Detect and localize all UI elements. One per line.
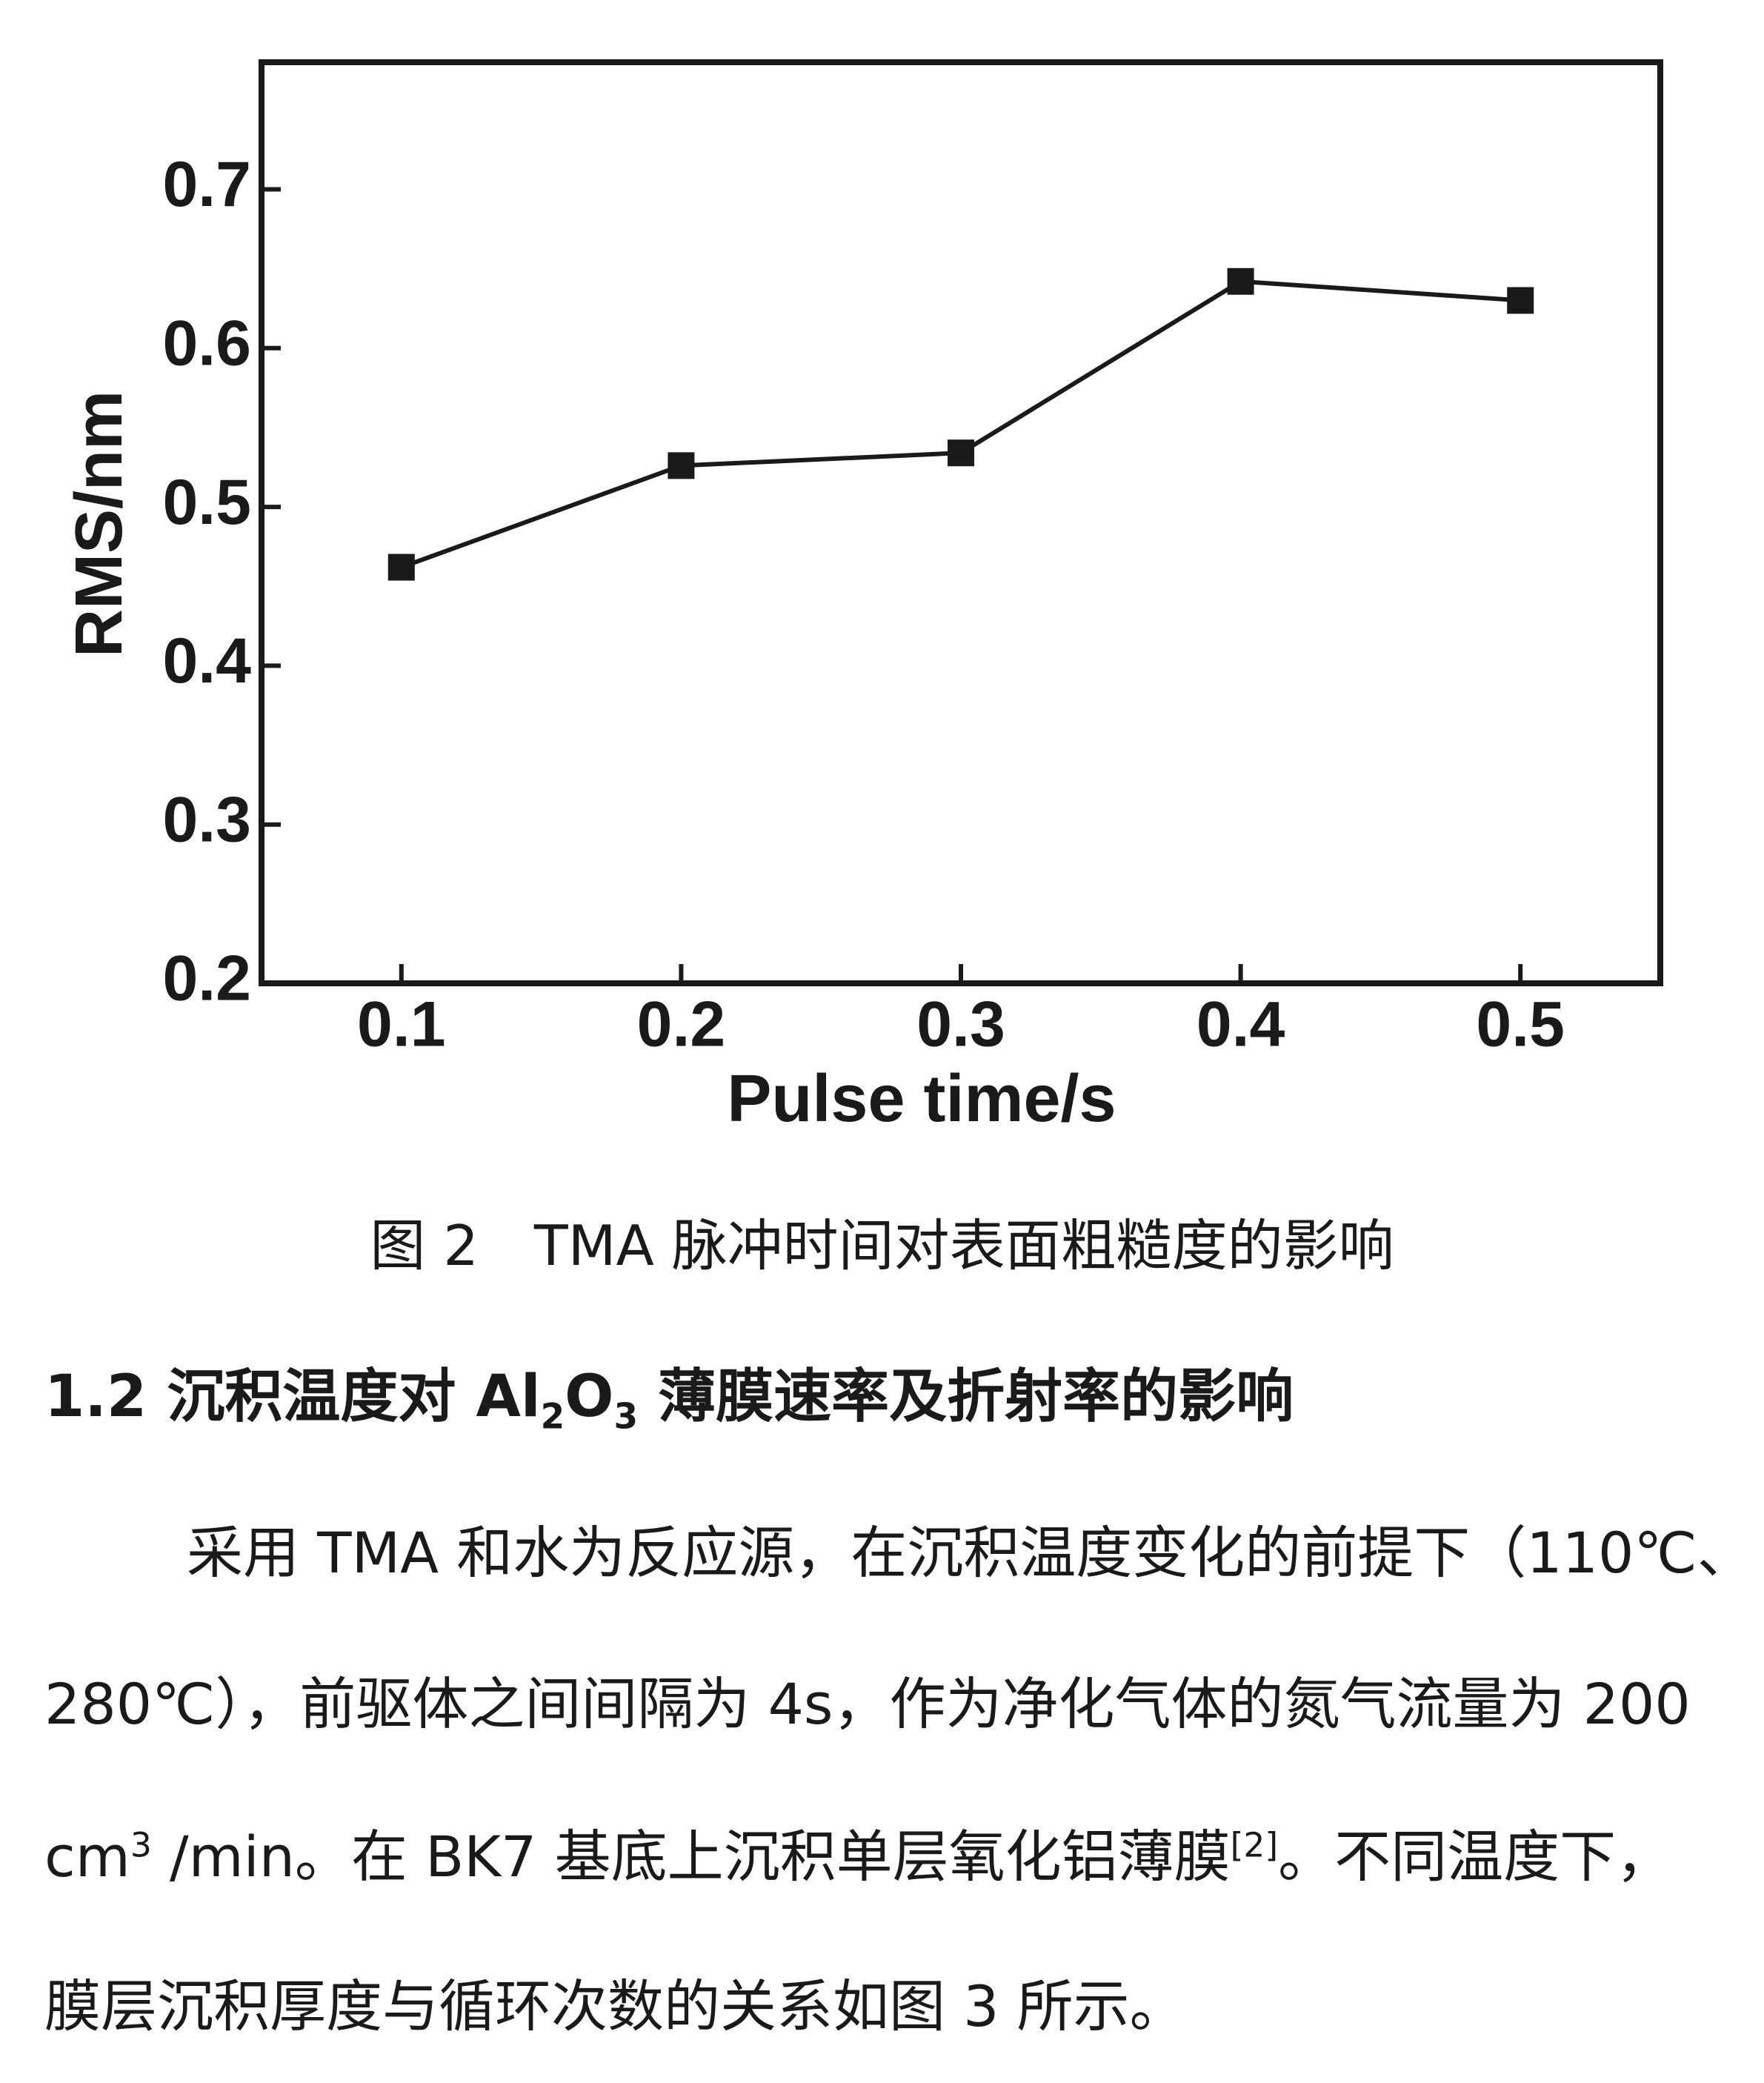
y-tick-label: 0.7 bbox=[162, 149, 251, 220]
heading-text: 1.2 沉积温度对 Al bbox=[44, 1363, 541, 1430]
section-heading: 1.2 沉积温度对 Al2O3 薄膜速率及折射率的影响 bbox=[44, 1350, 1294, 1438]
marker bbox=[387, 554, 415, 581]
x-tick-label: 0.1 bbox=[357, 989, 446, 1060]
y-tick-label: 0.3 bbox=[162, 784, 251, 855]
text: /min。在 BK7 基底上沉积单层氧化铝薄膜 bbox=[151, 1824, 1231, 1890]
x-tick-label: 0.4 bbox=[1196, 989, 1285, 1060]
paragraph-line: 280℃），前驱体之间间隔为 4s，作为净化气体的氮气流量为 200 bbox=[44, 1658, 1691, 1740]
chart: Pulse time/s RMS/nm 0.2 0.3 0.4 0.5 0.6 0.7 0.… bbox=[62, 59, 1663, 1136]
citation: [2] bbox=[1230, 1825, 1279, 1865]
y-tick-label: 0.6 bbox=[162, 308, 251, 379]
marker bbox=[1227, 268, 1254, 295]
y-tick-label: 0.5 bbox=[162, 467, 251, 538]
paragraph-line: cm3 /min。在 BK7 基底上沉积单层氧化铝薄膜[2]。不同温度下， bbox=[44, 1811, 1672, 1893]
x-tick-label: 0.2 bbox=[637, 989, 726, 1060]
marker bbox=[668, 452, 695, 479]
text: 膜层沉积厚度与循环次数的关系如图 3 所示。 bbox=[44, 1973, 1186, 2039]
subscript: 2 bbox=[540, 1397, 565, 1438]
y-tick-label: 0.2 bbox=[162, 943, 251, 1014]
paragraph-line: 采用 TMA 和水为反应源，在沉积温度变化的前提下（110℃、 bbox=[187, 1507, 1754, 1589]
text: 280℃），前驱体之间间隔为 4s，作为净化气体的氮气流量为 200 bbox=[44, 1671, 1691, 1737]
heading-text: O bbox=[565, 1363, 614, 1430]
y-tick-label: 0.4 bbox=[162, 625, 251, 697]
x-tick-label: 0.5 bbox=[1476, 989, 1565, 1060]
plot-frame bbox=[259, 59, 1663, 986]
marker bbox=[1507, 287, 1534, 314]
superscript: 3 bbox=[130, 1825, 152, 1865]
x-axis-label: Pulse time/s bbox=[727, 1062, 1116, 1136]
paragraph-line: 膜层沉积厚度与循环次数的关系如图 3 所示。 bbox=[44, 1961, 1186, 2042]
subscript: 3 bbox=[613, 1397, 639, 1438]
series-line bbox=[400, 279, 1521, 570]
text: 采用 TMA 和水为反应源，在沉积温度变化的前提下（110℃、 bbox=[187, 1520, 1754, 1586]
marker bbox=[948, 439, 974, 467]
figure-caption: 图 2 TMA 脉冲时间对表面粗糙度的影响 bbox=[370, 1213, 1394, 1278]
heading-text: 薄膜速率及折射率的影响 bbox=[638, 1363, 1294, 1430]
text: 。不同温度下， bbox=[1278, 1824, 1673, 1890]
text: cm bbox=[44, 1824, 130, 1890]
x-tick-label: 0.3 bbox=[916, 989, 1005, 1060]
y-axis-label: RMS/nm bbox=[62, 391, 136, 657]
